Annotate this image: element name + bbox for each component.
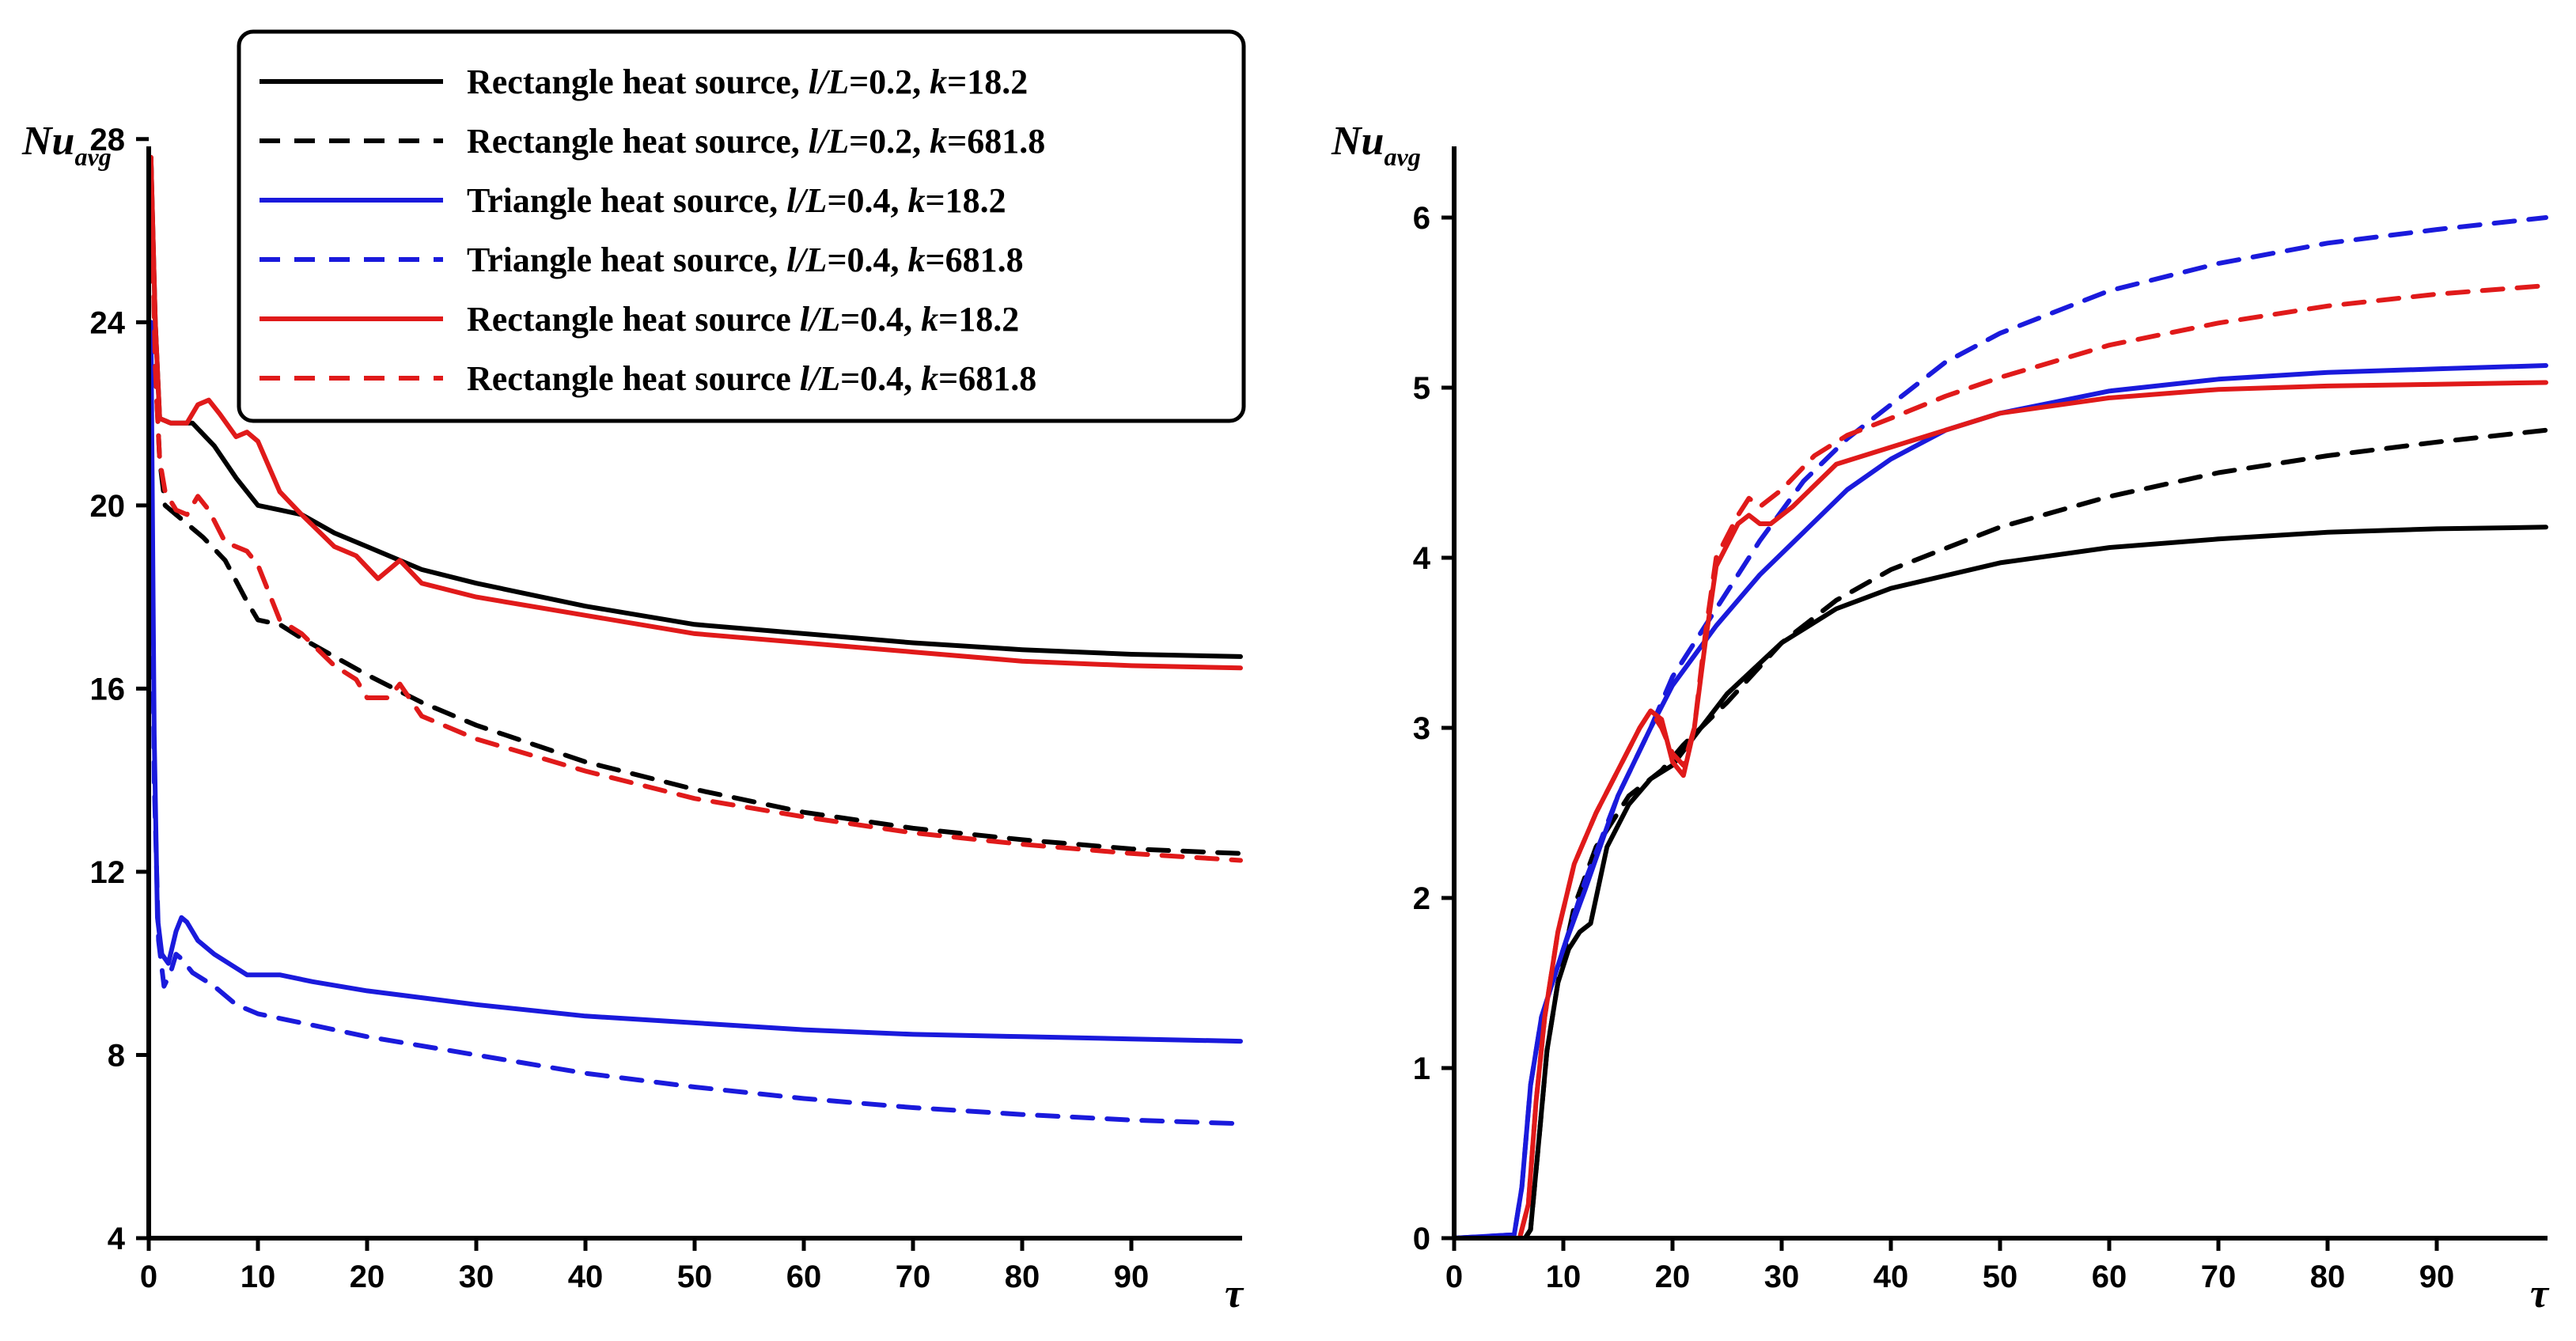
left-x-axis-label: τ xyxy=(1225,1271,1244,1316)
left-x-tick-label: 70 xyxy=(896,1260,931,1294)
left-x-tick-label: 20 xyxy=(350,1260,385,1294)
left-y-tick-label: 16 xyxy=(90,672,126,706)
right-series-line-2 xyxy=(1452,427,2548,1241)
right-y-tick-label: 3 xyxy=(1413,711,1430,746)
left-x-tick-label: 40 xyxy=(568,1260,604,1294)
right-x-tick-label: 60 xyxy=(2092,1260,2127,1294)
left-ticks: 0 10 20 30 40 50 60 70 80 90 4 8 12 16 20 24 28 xyxy=(90,123,1150,1294)
legend: Rectangle heat source, l/L=0.2, k=18.2 R… xyxy=(237,29,1246,423)
right-series-line-4 xyxy=(1452,215,2548,1241)
right-panel: 0 10 20 30 40 50 60 70 80 90 0 1 2 3 4 5 6 Nuavg τ xyxy=(1331,119,2550,1316)
left-y-tick-label: 4 xyxy=(108,1222,126,1256)
right-x-tick-label: 90 xyxy=(2419,1260,2455,1294)
left-x-tick-label: 10 xyxy=(241,1260,276,1294)
right-x-tick-label: 30 xyxy=(1764,1260,1800,1294)
legend-box xyxy=(237,29,1246,423)
right-y-tick-label: 0 xyxy=(1413,1222,1430,1256)
left-y-tick-label: 8 xyxy=(108,1038,125,1073)
right-x-tick-label: 10 xyxy=(1546,1260,1582,1294)
left-ylabel-main: Nu xyxy=(21,119,74,164)
legend-entry-3: Triangle heat source, l/L=0.4, k=18.2 xyxy=(467,181,1006,220)
left-series-line-3 xyxy=(148,320,1243,1044)
left-y-axis-label: Nuavg xyxy=(21,119,112,171)
right-series-group xyxy=(1452,215,2548,1241)
left-x-tick-label: 50 xyxy=(677,1260,713,1294)
left-series-line-2 xyxy=(148,154,1243,856)
right-ylabel-sub: avg xyxy=(1384,142,1420,171)
right-y-tick-label: 2 xyxy=(1413,881,1430,916)
right-x-tick-label: 70 xyxy=(2201,1260,2237,1294)
left-y-tick-label: 12 xyxy=(90,855,126,890)
left-x-tick-label: 80 xyxy=(1005,1260,1040,1294)
legend-entry-1: Rectangle heat source, l/L=0.2, k=18.2 xyxy=(467,63,1028,101)
left-x-tick-label: 0 xyxy=(140,1260,157,1294)
right-x-tick-label: 40 xyxy=(1873,1260,1909,1294)
legend-entry-2: Rectangle heat source, l/L=0.2, k=681.8 xyxy=(467,122,1045,161)
left-series-line-6 xyxy=(148,154,1243,863)
legend-samples xyxy=(259,79,443,381)
right-series-line-6 xyxy=(1452,283,2548,1241)
right-ylabel-main: Nu xyxy=(1331,119,1384,164)
right-x-tick-label: 0 xyxy=(1445,1260,1463,1294)
right-x-tick-label: 20 xyxy=(1655,1260,1691,1294)
left-series-line-5 xyxy=(148,154,1243,671)
right-y-tick-label: 4 xyxy=(1413,541,1431,576)
legend-entry-4: Triangle heat source, l/L=0.4, k=681.8 xyxy=(467,241,1024,279)
legend-entry-5: Rectangle heat source l/L=0.4, k=18.2 xyxy=(467,300,1019,339)
left-series-line-4 xyxy=(148,411,1243,1127)
left-series-group xyxy=(148,154,1243,1127)
left-x-tick-label: 30 xyxy=(459,1260,494,1294)
right-x-axis-label: τ xyxy=(2530,1271,2550,1316)
right-y-axis-label: Nuavg xyxy=(1331,119,1421,171)
left-y-tick-label: 28 xyxy=(90,123,126,157)
left-x-tick-label: 90 xyxy=(1114,1260,1150,1294)
right-y-tick-label: 5 xyxy=(1413,371,1430,406)
left-ylabel-sub: avg xyxy=(74,142,111,171)
right-x-tick-label: 50 xyxy=(1983,1260,2018,1294)
left-y-tick-label: 20 xyxy=(90,489,126,524)
right-ticks: 0 10 20 30 40 50 60 70 80 90 0 1 2 3 4 5 6 xyxy=(1413,201,2455,1294)
right-y-tick-label: 1 xyxy=(1413,1051,1430,1086)
left-y-tick-label: 24 xyxy=(90,305,126,340)
left-x-tick-label: 60 xyxy=(786,1260,822,1294)
right-y-tick-label: 6 xyxy=(1413,201,1430,236)
legend-entry-6: Rectangle heat source l/L=0.4, k=681.8 xyxy=(467,359,1036,398)
right-x-tick-label: 80 xyxy=(2310,1260,2346,1294)
